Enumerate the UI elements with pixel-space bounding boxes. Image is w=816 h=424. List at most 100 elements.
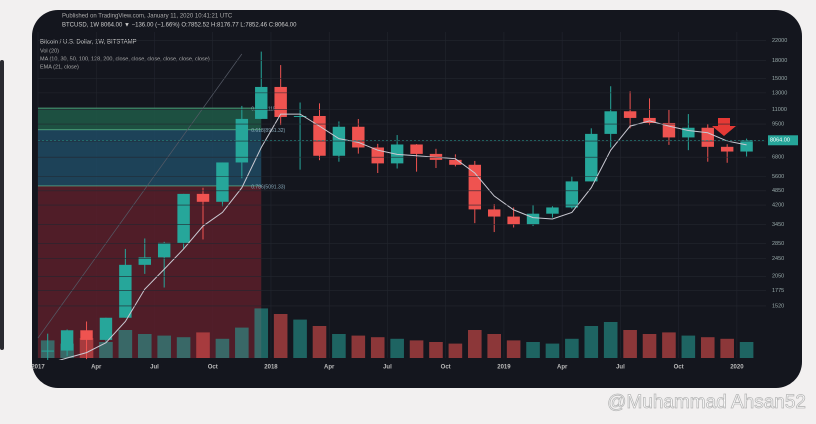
candle-body <box>371 147 384 164</box>
volume-bar <box>137 334 152 358</box>
chart-title: Bitcoin / U.S. Dollar, 1W, BITSTAMP <box>40 40 137 46</box>
candle-body <box>565 181 579 208</box>
candle-body <box>507 216 520 225</box>
x-tick-label: 2020 <box>730 365 744 371</box>
volume-bar <box>526 342 540 358</box>
volume-bar <box>409 340 424 358</box>
indicator: Vol (20) <box>40 48 59 54</box>
y-tick-label: 3450 <box>772 222 784 228</box>
candle-body <box>468 164 482 210</box>
volume-bar <box>681 335 696 358</box>
volume-bar <box>118 330 133 358</box>
y-tick-label: 15000 <box>772 76 787 82</box>
candle-body <box>41 350 54 352</box>
candle-body <box>410 144 423 154</box>
price-label: 8064.00 <box>770 138 790 144</box>
y-tick-label: 2050 <box>772 274 784 280</box>
edge <box>0 60 4 350</box>
volume-bar <box>468 330 482 358</box>
x-tick-label: Jul <box>616 365 625 371</box>
y-tick-label: 6800 <box>772 155 784 161</box>
volume-bar <box>254 308 269 358</box>
candle-body <box>720 146 734 152</box>
volume-bar <box>487 334 502 358</box>
candle-body <box>99 317 113 340</box>
candle-body <box>119 264 132 318</box>
candle-body <box>196 193 210 202</box>
volume-bar <box>390 338 404 358</box>
volume-bar <box>623 330 637 358</box>
y-tick-label: 9500 <box>772 121 784 127</box>
candle-body <box>585 133 598 182</box>
volume-bar <box>293 319 307 358</box>
candle-body <box>157 242 171 258</box>
candle-body <box>740 140 753 152</box>
fib-zone <box>38 108 262 130</box>
price-tag <box>768 135 798 146</box>
x-tick-label: Jul <box>150 365 159 371</box>
candle-body <box>293 115 307 117</box>
y-tick-label: 2850 <box>772 241 784 247</box>
volume-bar <box>99 342 113 358</box>
candle-body <box>546 207 559 214</box>
volume-bar <box>429 342 443 358</box>
x-tick-label: Oct <box>441 365 451 371</box>
candle-body <box>604 111 617 134</box>
volume-bar <box>720 338 734 358</box>
volume-bar <box>565 338 579 358</box>
y-tick-label: 18000 <box>772 58 787 64</box>
x-tick-label: 2017 <box>31 365 45 371</box>
indicator: MA (10, 30, 50, 100, 128, 200, close, cl… <box>40 56 210 62</box>
candle-body <box>138 257 151 265</box>
published: Published on TradingView.com, January 11… <box>62 14 233 20</box>
volume-bar <box>662 332 676 358</box>
arrow-icon <box>712 118 736 136</box>
volume-bar <box>370 337 385 358</box>
x-tick-label: Jul <box>383 365 392 371</box>
ema-line <box>58 113 747 360</box>
x-tick-label: Apr <box>91 365 102 371</box>
volume-bar <box>235 327 249 358</box>
watermark: @Muhammad Ahsan52 <box>607 392 806 413</box>
volume-bar <box>215 338 230 358</box>
volume-bar <box>312 326 327 358</box>
y-tick-label: 22000 <box>772 38 787 44</box>
quote: BTCUSD, 1W 8064.00 ▼ −136.00 (−1.66%) O:… <box>62 23 297 29</box>
x-tick-label: Oct <box>208 365 218 371</box>
volume-bar <box>700 337 715 358</box>
candle-body <box>235 118 249 163</box>
candle-body <box>274 86 287 117</box>
candle-body <box>526 213 540 225</box>
x-tick-label: Apr <box>557 365 568 371</box>
candle-body <box>177 193 190 243</box>
x-tick-label: 2019 <box>497 365 511 371</box>
y-tick-label: 2450 <box>772 256 784 262</box>
legend-entry: EMA (21, close) <box>40 64 79 70</box>
y-tick-label: 13000 <box>772 90 787 96</box>
y-tick-label: 4200 <box>772 203 784 209</box>
volume-bar <box>351 335 366 358</box>
x-tick-label: 2018 <box>264 365 278 371</box>
volume-bar <box>545 343 560 358</box>
volume-bar <box>642 334 657 358</box>
candle-body <box>255 86 268 119</box>
candle-body <box>682 127 695 138</box>
candle-body <box>449 159 462 165</box>
y-tick-label: 11000 <box>772 107 787 113</box>
y-tick-label: 4850 <box>772 188 784 194</box>
volume-bar <box>448 343 463 358</box>
volume-bar <box>176 337 191 358</box>
candle-body <box>701 127 714 147</box>
candle-body <box>623 111 637 118</box>
candle-body <box>488 209 501 217</box>
volume-bar <box>603 322 618 358</box>
y-tick-label: 5600 <box>772 174 784 180</box>
volume-bar <box>332 334 346 358</box>
volume-bar <box>157 335 171 358</box>
candle-body <box>313 115 326 156</box>
y-tick-label: 1775 <box>772 288 784 294</box>
x-tick-label: Oct <box>674 365 684 371</box>
fib-zone <box>38 185 262 358</box>
x-tick-label: Apr <box>324 365 335 371</box>
